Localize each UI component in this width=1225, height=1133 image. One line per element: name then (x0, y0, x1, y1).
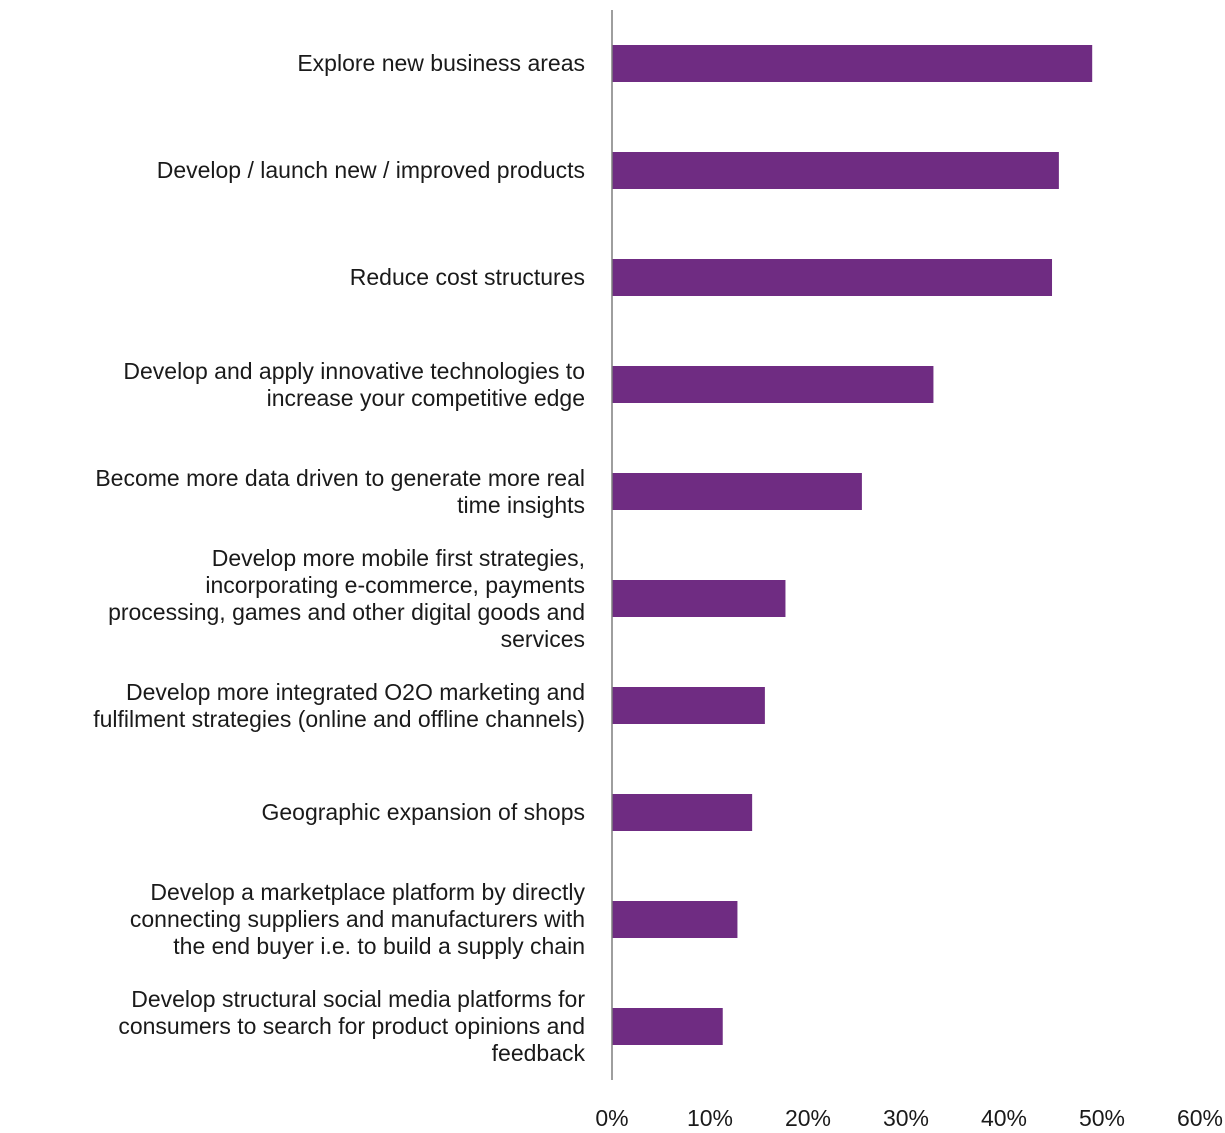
bar-4 (612, 473, 862, 510)
bars-group (612, 45, 1093, 1045)
bar-6 (612, 687, 765, 724)
category-label-2: Reduce cost structures (349, 264, 585, 290)
bar-8 (612, 901, 738, 938)
category-label-5: Develop more mobile first strategies, in… (108, 544, 585, 652)
bar-0 (612, 45, 1093, 82)
category-label-1: Develop / launch new / improved products (156, 157, 585, 183)
bar-1 (612, 152, 1059, 189)
x-tick-label-5: 50% (1078, 1105, 1126, 1131)
x-tick-label-3: 30% (882, 1105, 930, 1131)
category-label-3: Develop and apply innovative technologie… (123, 357, 585, 411)
x-tick-label-4: 40% (980, 1105, 1028, 1131)
category-label-7: Geographic expansion of shops (261, 799, 586, 825)
category-label-4: Become more data driven to generate more… (95, 464, 585, 518)
x-tick-label-0: 0% (595, 1105, 629, 1131)
bar-2 (612, 259, 1053, 296)
x-tick-label-2: 20% (784, 1105, 832, 1131)
x-tick-label-1: 10% (686, 1105, 734, 1131)
category-label-9: Develop structural social media platform… (118, 986, 585, 1066)
bar-5 (612, 580, 786, 617)
bar-3 (612, 366, 934, 403)
category-label-0: Explore new business areas (297, 50, 585, 76)
x-tick-label-6: 60% (1176, 1105, 1223, 1131)
category-label-8: Develop a marketplace platform by direct… (129, 879, 585, 959)
category-label-6: Develop more integrated O2O marketing an… (93, 678, 585, 732)
bar-7 (612, 794, 753, 831)
bar-9 (612, 1008, 723, 1045)
